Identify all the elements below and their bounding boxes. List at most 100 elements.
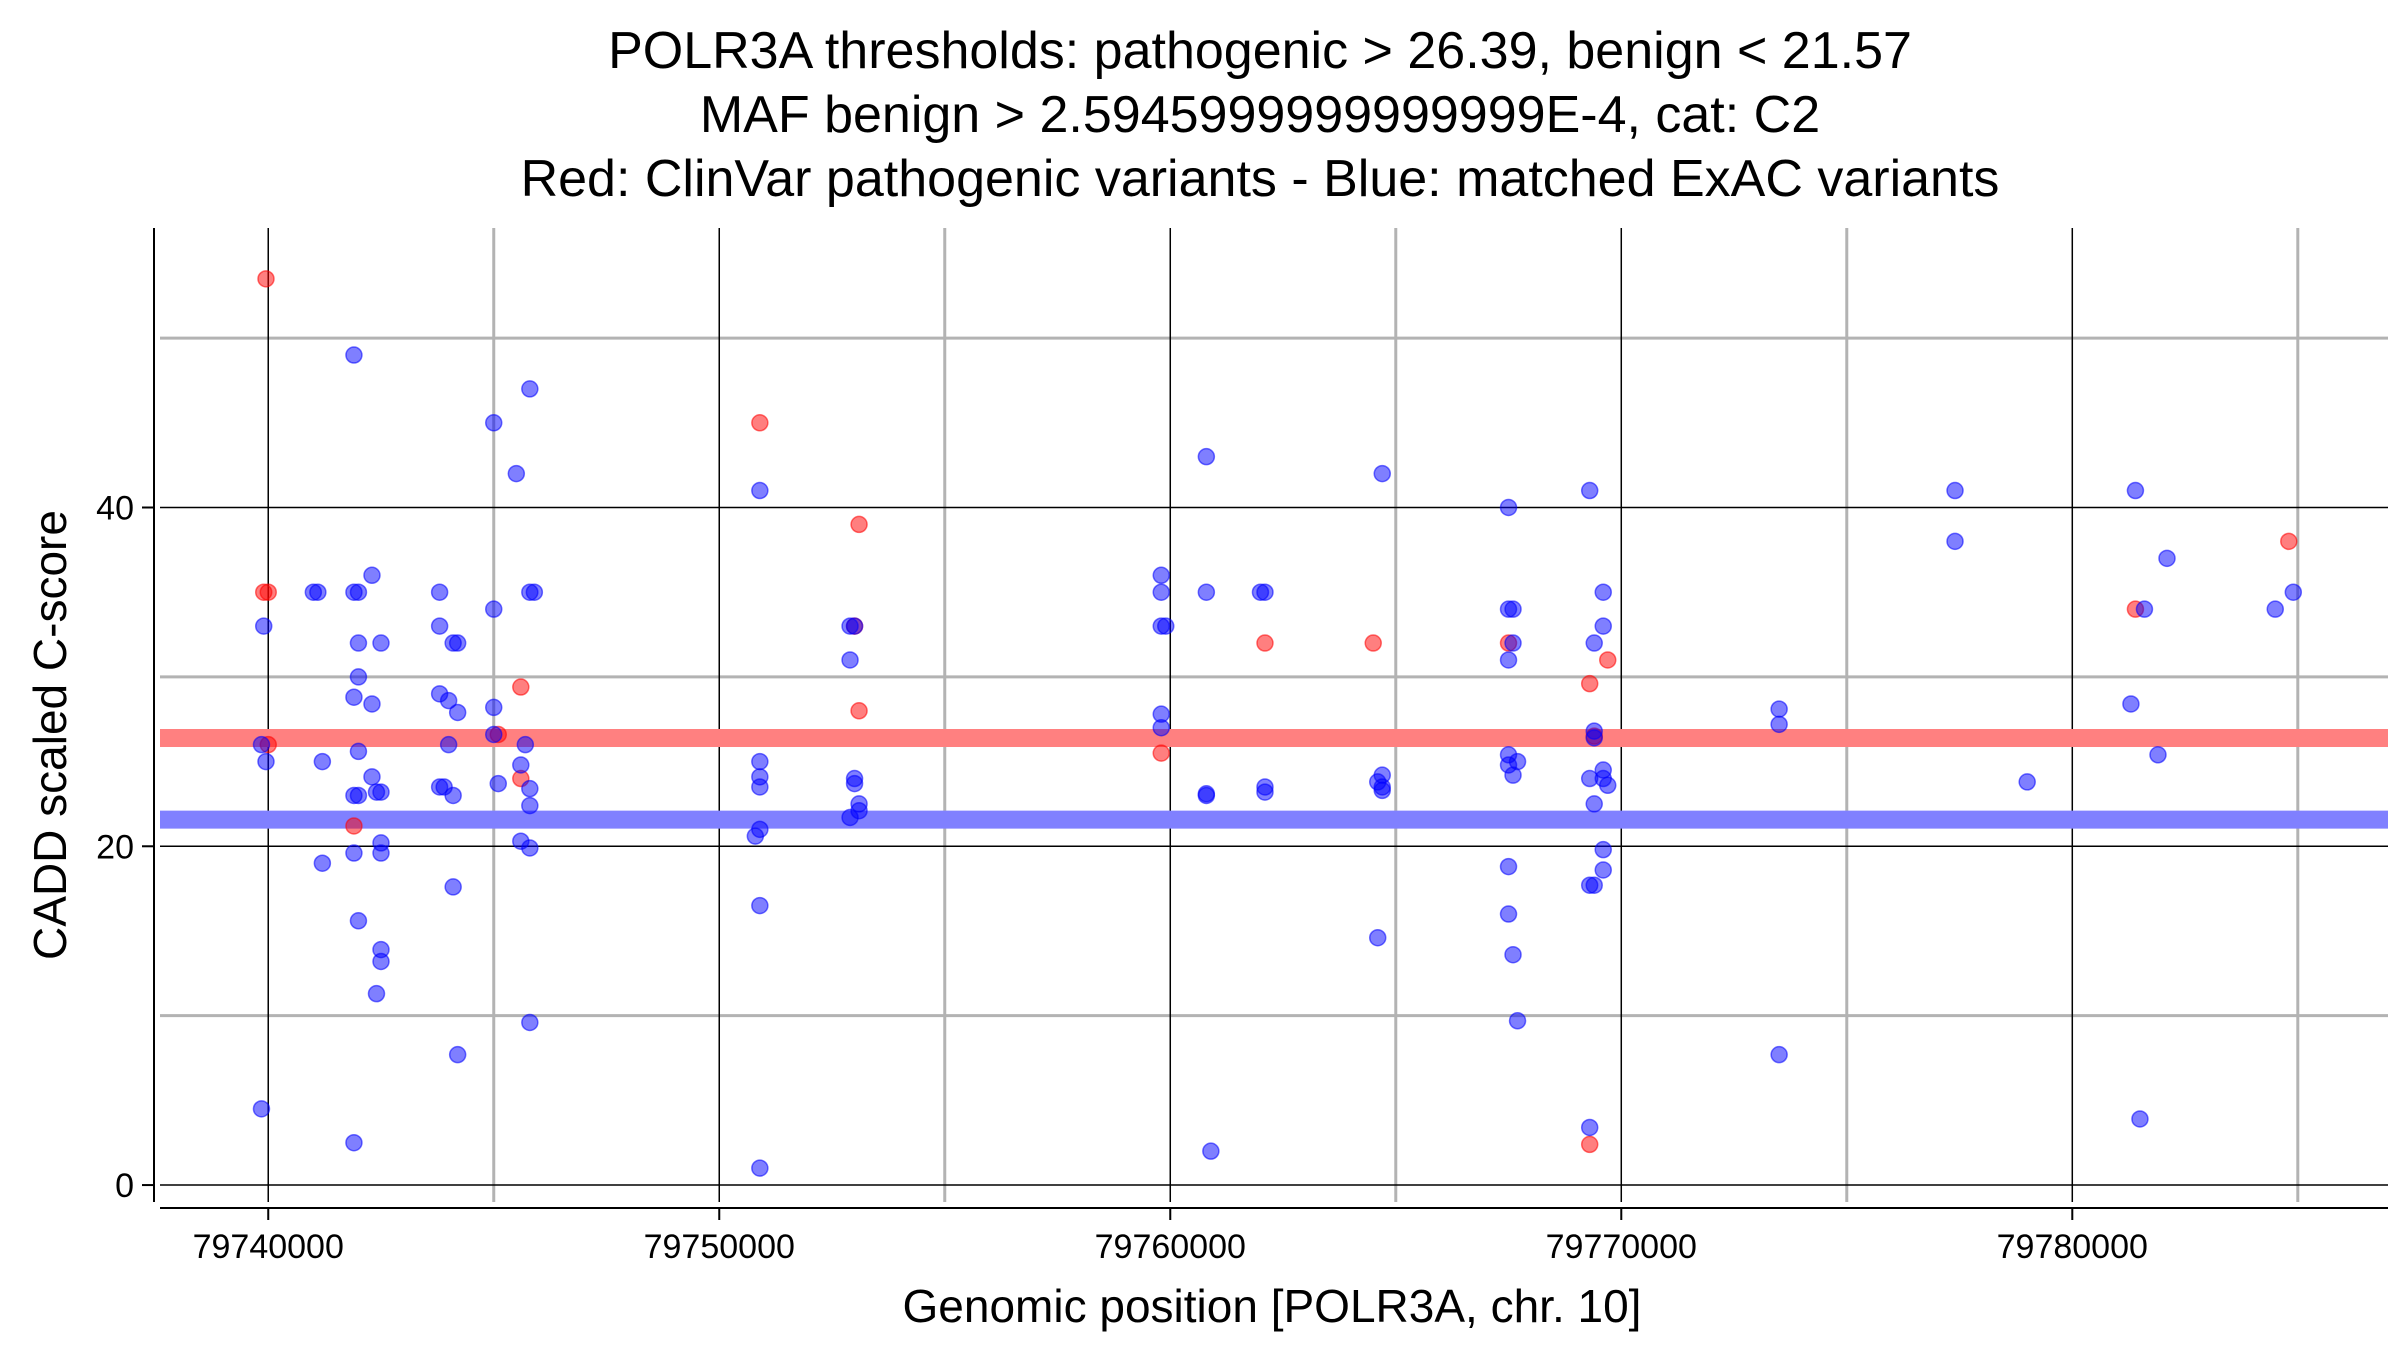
benign-point bbox=[444, 786, 462, 805]
benign-point bbox=[1504, 945, 1522, 964]
benign-point bbox=[1585, 876, 1603, 894]
benign-point bbox=[1508, 1012, 1527, 1030]
y-axis-title: CADD scaled C-score bbox=[24, 510, 76, 960]
x-tick-label: 79770000 bbox=[1546, 1228, 1697, 1266]
benign-point bbox=[2266, 600, 2284, 618]
benign-point bbox=[1256, 783, 1274, 801]
pathogenic-point bbox=[1580, 674, 1599, 693]
benign-point bbox=[521, 1013, 539, 1032]
pathogenic-point bbox=[257, 270, 275, 288]
benign-point bbox=[2131, 1110, 2149, 1128]
data-points bbox=[252, 270, 2303, 1177]
benign-point bbox=[1157, 617, 1175, 635]
benign-point bbox=[507, 464, 526, 483]
pathogenic-point bbox=[850, 702, 868, 720]
benign-point bbox=[1770, 715, 1788, 734]
benign-point bbox=[349, 583, 368, 601]
benign-point bbox=[345, 844, 363, 862]
y-tick-label: 20 bbox=[96, 828, 134, 866]
benign-point bbox=[313, 854, 332, 872]
pathogenic-point bbox=[751, 414, 769, 432]
benign-point bbox=[448, 634, 467, 652]
pathogenic-point bbox=[1152, 744, 1170, 762]
benign-point bbox=[439, 735, 458, 754]
x-tick-label: 79750000 bbox=[644, 1228, 795, 1266]
benign-point bbox=[1373, 464, 1391, 483]
benign-point bbox=[2126, 481, 2145, 500]
benign-point bbox=[363, 695, 381, 713]
benign-point bbox=[372, 952, 390, 971]
benign-point bbox=[1368, 928, 1387, 947]
benign-point bbox=[1585, 795, 1603, 813]
benign-point bbox=[1770, 1045, 1788, 1064]
benign-point bbox=[525, 583, 544, 601]
benign-point bbox=[349, 668, 368, 686]
benign-point bbox=[430, 583, 449, 601]
benign-point bbox=[1499, 651, 1518, 669]
benign-point bbox=[252, 735, 271, 754]
benign-point bbox=[484, 414, 503, 432]
benign-point bbox=[363, 768, 381, 786]
benign-point bbox=[521, 380, 539, 398]
benign-point bbox=[1504, 634, 1522, 652]
x-axis-ticks: 79740000 79750000 79760000 79770000 79780000 bbox=[193, 1208, 2148, 1266]
benign-point bbox=[841, 808, 859, 827]
benign-point bbox=[841, 651, 859, 669]
benign-point bbox=[2135, 600, 2154, 618]
pathogenic-point bbox=[1598, 651, 1617, 669]
benign-point bbox=[1585, 729, 1603, 747]
chart-title: POLR3A thresholds: pathogenic > 26.39, b… bbox=[521, 22, 2000, 208]
benign-point bbox=[313, 752, 332, 771]
y-tick-label: 40 bbox=[96, 489, 134, 527]
benign-point bbox=[349, 912, 368, 930]
benign-point bbox=[372, 783, 390, 801]
benign-point bbox=[1598, 776, 1617, 795]
benign-point bbox=[1594, 617, 1612, 635]
pathogenic-point bbox=[1256, 634, 1274, 652]
benign-point bbox=[349, 786, 368, 805]
benign-point bbox=[1152, 583, 1170, 601]
benign-point bbox=[484, 725, 503, 744]
benign-point bbox=[845, 617, 864, 635]
benign-point bbox=[751, 752, 769, 771]
benign-point bbox=[257, 752, 275, 771]
benign-point bbox=[521, 779, 539, 798]
major-gridlines bbox=[160, 228, 2388, 1202]
benign-point bbox=[1580, 481, 1599, 500]
benign-point bbox=[1946, 532, 1964, 551]
benign-point bbox=[751, 481, 769, 500]
pathogenic-point bbox=[2280, 532, 2298, 551]
benign-point bbox=[1499, 498, 1518, 517]
x-tick-label: 79740000 bbox=[193, 1228, 344, 1266]
benign-point bbox=[1197, 785, 1216, 803]
benign-point bbox=[2122, 695, 2140, 713]
title-line-1: POLR3A thresholds: pathogenic > 26.39, b… bbox=[608, 22, 1912, 80]
benign-point bbox=[1946, 481, 1964, 500]
benign-point bbox=[2018, 773, 2036, 791]
benign-point bbox=[751, 896, 769, 915]
benign-point bbox=[1499, 857, 1518, 876]
benign-point bbox=[345, 688, 363, 706]
benign-point bbox=[345, 1133, 363, 1152]
pathogenic-point bbox=[345, 817, 363, 835]
benign-point bbox=[1152, 718, 1170, 737]
pathogenic-point bbox=[1580, 1135, 1599, 1154]
benign-point bbox=[521, 796, 539, 815]
benign-point bbox=[309, 583, 327, 601]
benign-point bbox=[430, 617, 449, 635]
benign-point bbox=[1373, 781, 1391, 800]
benign-point bbox=[254, 617, 273, 635]
benign-point bbox=[1585, 634, 1603, 652]
title-line-2: MAF benign > 2.5945999999999999E-4, cat:… bbox=[700, 86, 1820, 144]
benign-point bbox=[444, 878, 462, 896]
benign-point bbox=[845, 774, 864, 793]
benign-point bbox=[1256, 583, 1274, 601]
benign-point bbox=[751, 778, 769, 796]
benign-point bbox=[1594, 840, 1612, 859]
benign-point bbox=[484, 698, 503, 717]
benign-point bbox=[1152, 566, 1170, 585]
pathogenic-point bbox=[512, 678, 530, 696]
x-tick-label: 79760000 bbox=[1095, 1228, 1246, 1266]
benign-point bbox=[1580, 1118, 1599, 1137]
benign-point bbox=[367, 984, 386, 1003]
